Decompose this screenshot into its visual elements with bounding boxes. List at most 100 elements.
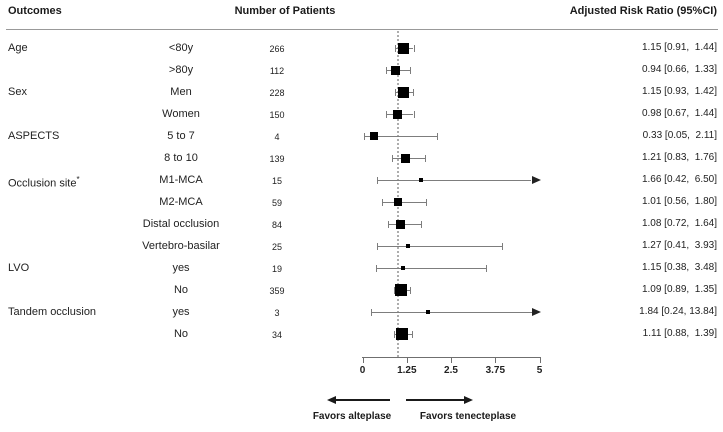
patient-count: 266 [269,44,285,54]
subgroup-label: <80y [168,42,194,54]
favors-left-arrow-line [335,399,390,401]
subgroup-label: Women [162,108,200,120]
x-axis-tick-label: 2.5 [444,365,458,376]
ci-value: 1.21 [0.83, 1.76] [641,152,717,163]
ci-cap-left [385,66,387,74]
ci-cap-right [424,154,426,162]
ci-value: 0.94 [0.66, 1.33] [641,64,717,75]
reference-line [397,31,399,357]
x-axis-tick-label: 1.25 [397,365,417,376]
patient-count: 228 [269,88,285,98]
subgroup-label: 5 to 7 [167,130,195,142]
subgroup-label: Vertebro-basilar [142,240,220,252]
forest-marker [370,132,379,140]
x-axis-tick [362,357,364,363]
outcome-group-label: Occlusion site* [8,175,80,190]
x-axis-tick [406,357,408,363]
ci-cap-left [377,242,378,250]
forest-marker [391,65,401,75]
outcome-group-label: Age [8,42,28,54]
outcome-group-label: ASPECTS [8,130,60,142]
forest-marker [395,284,408,296]
ci-cap-left [391,154,393,162]
ci-cap-left [393,330,395,338]
ci-cap-left [377,176,379,184]
ci-cap-right [485,264,487,272]
patient-count: 359 [269,286,285,296]
ci-cap-left [386,110,388,118]
favors-right-arrowhead-icon [464,396,473,404]
ci-value: 1.66 [0.42, 6.50] [641,174,717,185]
outcome-group-label: Sex [8,86,27,98]
ci-value: 1.08 [0.72, 1.64] [641,218,717,229]
ci-line [377,179,532,181]
ci-cap-left [395,88,397,96]
forest-marker [397,42,409,54]
patient-count: 15 [271,176,282,186]
patient-count: 25 [271,242,282,252]
column-header-risk-ratio: Adjusted Risk Ratio (95%CI) [569,5,717,17]
outcome-group-label: Tandem occlusion [8,306,97,318]
favors-right-arrow-line [406,399,464,401]
ci-cap-left [388,220,389,228]
ci-arrowhead-icon [531,308,541,316]
x-axis-tick-label: 5 [536,365,543,376]
forest-marker [401,266,406,270]
patient-count: 150 [269,110,285,120]
subgroup-label: 8 to 10 [164,152,198,164]
ci-line [382,201,427,203]
ci-cap-right [413,110,415,118]
header-separator [6,29,718,30]
forest-marker [395,328,408,340]
x-axis-tick-label: 3.75 [485,365,506,376]
forest-marker [400,153,410,163]
ci-arrowhead-icon [531,176,541,184]
favors-alteplase-label: Favors alteplase [312,411,392,422]
subgroup-label: M1-MCA [159,174,203,186]
patient-count: 84 [271,220,282,230]
ci-value: 1.15 [0.91, 1.44] [641,42,717,53]
ci-cap-right [420,220,422,228]
patient-count: 3 [274,308,280,318]
subgroup-label: >80y [168,64,194,76]
subgroup-label: M2-MCA [159,196,203,208]
forest-marker [419,178,424,182]
subgroup-label: yes [172,306,190,318]
x-axis-tick [495,357,497,363]
ci-value: 0.98 [0.67, 1.44] [641,108,717,119]
x-axis-tick [539,357,541,363]
ci-cap-left [364,132,366,140]
subgroup-label: Distal occlusion [142,218,220,230]
ci-cap-right [410,286,412,294]
ci-cap-left [382,198,384,206]
forest-marker [396,219,406,229]
ci-cap-right [501,242,503,250]
ci-value: 1.11 [0.88, 1.39] [642,328,717,339]
forest-marker [394,198,403,206]
favors-left-arrowhead-icon [327,396,336,404]
column-header-patients: Number of Patients [234,5,336,17]
group-label-asterisk: * [76,175,80,184]
patient-count: 4 [274,132,280,142]
ci-line [376,267,486,269]
ci-cap-right [409,66,411,74]
patient-count: 139 [269,154,285,164]
forest-marker [392,109,402,119]
ci-cap-right [413,44,415,52]
ci-line [371,311,532,313]
ci-line [377,245,502,247]
patient-count: 34 [271,330,282,340]
patient-count: 19 [271,264,282,274]
ci-cap-left [394,286,395,294]
ci-cap-right [412,88,414,96]
forest-marker [397,86,409,98]
ci-cap-left [371,308,372,316]
forest-marker [425,310,430,314]
ci-line [364,135,438,137]
patient-count: 112 [269,66,285,76]
ci-cap-left [376,264,377,272]
ci-value: 1.09 [0.89, 1.35] [641,284,717,295]
ci-cap-right [426,198,428,206]
